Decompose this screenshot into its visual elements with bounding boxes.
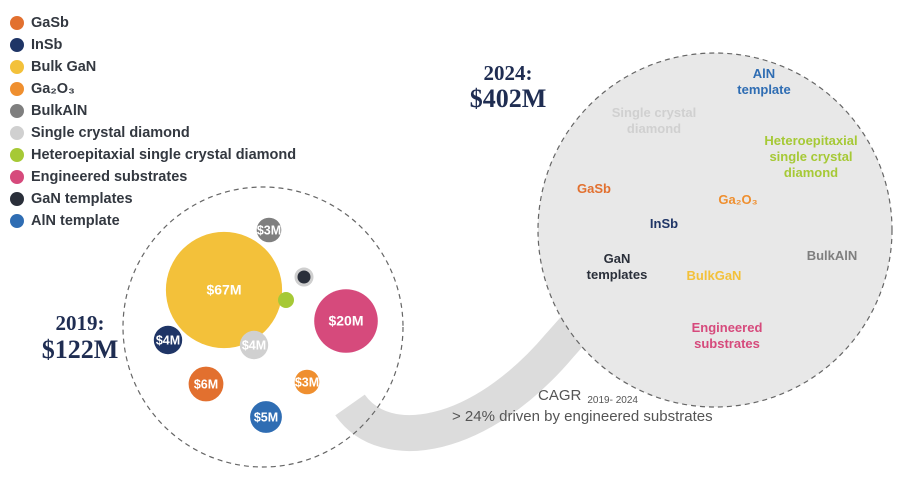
label-2024-engineered-substrates: Engineered substrates xyxy=(692,320,763,351)
bubble-2019-bulkaln xyxy=(256,217,282,243)
label-2024-line: templates xyxy=(587,267,648,282)
label-2024-line: BulkGaN xyxy=(687,268,742,283)
label-2024-ga2o3: Ga₂O₃ xyxy=(718,192,757,207)
legend-label: Ga₂O₃ xyxy=(31,81,75,97)
bubble-2019-gasb xyxy=(188,366,224,402)
legend-item-insb: InSb xyxy=(10,34,296,56)
legend-item-bulkaln: BulkAlN xyxy=(10,100,296,122)
legend-label: BulkAlN xyxy=(31,103,88,119)
label-2024-single-crystal-diamond: Single crystal diamond xyxy=(612,105,697,136)
growth-arrow-shaft xyxy=(335,288,614,451)
legend-item-bulk-gan: Bulk GaN xyxy=(10,56,296,78)
bubble-2019-gan-templates xyxy=(294,267,314,287)
cagr-title: CAGR xyxy=(538,387,582,404)
label-2024-line: GaN xyxy=(604,251,631,266)
label-2024-line: BulkAlN xyxy=(807,248,858,263)
label-2024-insb: InSb xyxy=(650,216,678,231)
label-2024-line: Heteroepitaxial xyxy=(764,133,857,148)
bubble-group-2024 xyxy=(537,52,893,408)
total-2019-label: $122M xyxy=(42,335,119,364)
legend-swatch xyxy=(10,170,24,184)
label-2024-line: GaSb xyxy=(577,181,611,196)
bubble-2019-engineered-substrates xyxy=(314,289,378,353)
label-2024-line: Single crystal xyxy=(612,105,697,120)
year-2019-label: 2019: xyxy=(56,311,105,335)
bubble-2019-value-label: $67M xyxy=(206,282,241,298)
legend-swatch xyxy=(10,126,24,140)
label-2024-line: template xyxy=(737,82,790,97)
total-2024-label: $402M xyxy=(470,84,547,113)
label-2024-line: Engineered xyxy=(692,320,763,335)
legend-label: Heteroepitaxial single crystal diamond xyxy=(31,147,297,163)
legend-label: GaSb xyxy=(31,15,69,31)
bubble-2019-value-label: $4M xyxy=(242,339,266,353)
legend-swatch xyxy=(10,60,24,74)
legend-item-heteroepitaxial-single-crystal-diamond: Heteroepitaxial single crystal diamond xyxy=(10,144,296,166)
label-2024-bulkaln: BulkAlN xyxy=(807,248,858,263)
label-2024-line: substrates xyxy=(694,336,760,351)
label-2024-line: single crystal xyxy=(769,149,852,164)
bubble-group-2019 xyxy=(122,186,404,468)
label-2024-aln-template: AlN template xyxy=(737,66,790,97)
legend-swatch xyxy=(10,192,24,206)
bubble-2019-value-label: $4M xyxy=(156,334,180,348)
legend-swatch xyxy=(10,214,24,228)
label-2024-line: AlN xyxy=(753,66,775,81)
cagr-period: 2019- 2024 xyxy=(587,395,638,406)
cagr-label: CAGR 2019- 2024 xyxy=(538,387,638,406)
label-2024-gan-templates: GaN templates xyxy=(587,251,648,282)
label-2024-line: Ga₂O₃ xyxy=(718,192,757,207)
bubble-2019-value-label: $20M xyxy=(328,313,363,329)
legend-label: Bulk GaN xyxy=(31,59,97,75)
bubble-2019-value-label: $5M xyxy=(254,411,278,425)
label-2024-line: diamond xyxy=(784,165,838,180)
legend-label: AlN template xyxy=(31,213,120,229)
legend-swatch xyxy=(10,16,24,30)
legend-label: Single crystal diamond xyxy=(31,125,190,141)
label-2024-line: diamond xyxy=(627,121,681,136)
bubble-2019-ga2o3 xyxy=(294,369,320,395)
legend-label: GaN templates xyxy=(31,191,133,207)
legend-item-single-crystal-diamond: Single crystal diamond xyxy=(10,122,296,144)
legend-item-aln-template: AlN template xyxy=(10,210,296,232)
label-2024-heteroepitaxial-single-crystal-diamond: Heteroepitaxial single crystal diamond xyxy=(764,133,857,180)
label-2024-bulk-gan: BulkGaN xyxy=(687,268,742,283)
bubble-2019-heteroepitaxial-single-crystal-diamond xyxy=(278,292,294,308)
year-2024-label: 2024: xyxy=(484,61,533,85)
legend-label: InSb xyxy=(31,37,63,53)
legend-item-gasb: GaSb xyxy=(10,12,296,34)
legend-label: Engineered substrates xyxy=(31,169,188,185)
legend-swatch xyxy=(10,82,24,96)
label-2024-line: InSb xyxy=(650,216,678,231)
bubble-2019-bulk-gan xyxy=(165,231,283,349)
bubble-2019-value-label: $3M xyxy=(295,376,319,390)
legend-swatch xyxy=(10,104,24,118)
bubble-2019-single-crystal-diamond xyxy=(239,330,269,360)
legend-item-engineered-substrates: Engineered substrates xyxy=(10,166,296,188)
bubble-2019-insb xyxy=(153,325,183,355)
bubble-2019-aln-template xyxy=(250,401,282,433)
cagr-description: > 24% driven by engineered substrates xyxy=(452,408,713,425)
label-2024-gasb: GaSb xyxy=(577,181,611,196)
legend: GaSb InSb Bulk GaN Ga₂O₃ BulkAlN Single cryst… xyxy=(10,12,296,232)
legend-swatch xyxy=(10,148,24,162)
legend-swatch xyxy=(10,38,24,52)
bubble-2019-value-label: $3M xyxy=(257,224,281,238)
legend-item-ga2o3: Ga₂O₃ xyxy=(10,78,296,100)
bubble-2019-value-label: $6M xyxy=(194,378,218,392)
legend-item-gan-templates: GaN templates xyxy=(10,188,296,210)
